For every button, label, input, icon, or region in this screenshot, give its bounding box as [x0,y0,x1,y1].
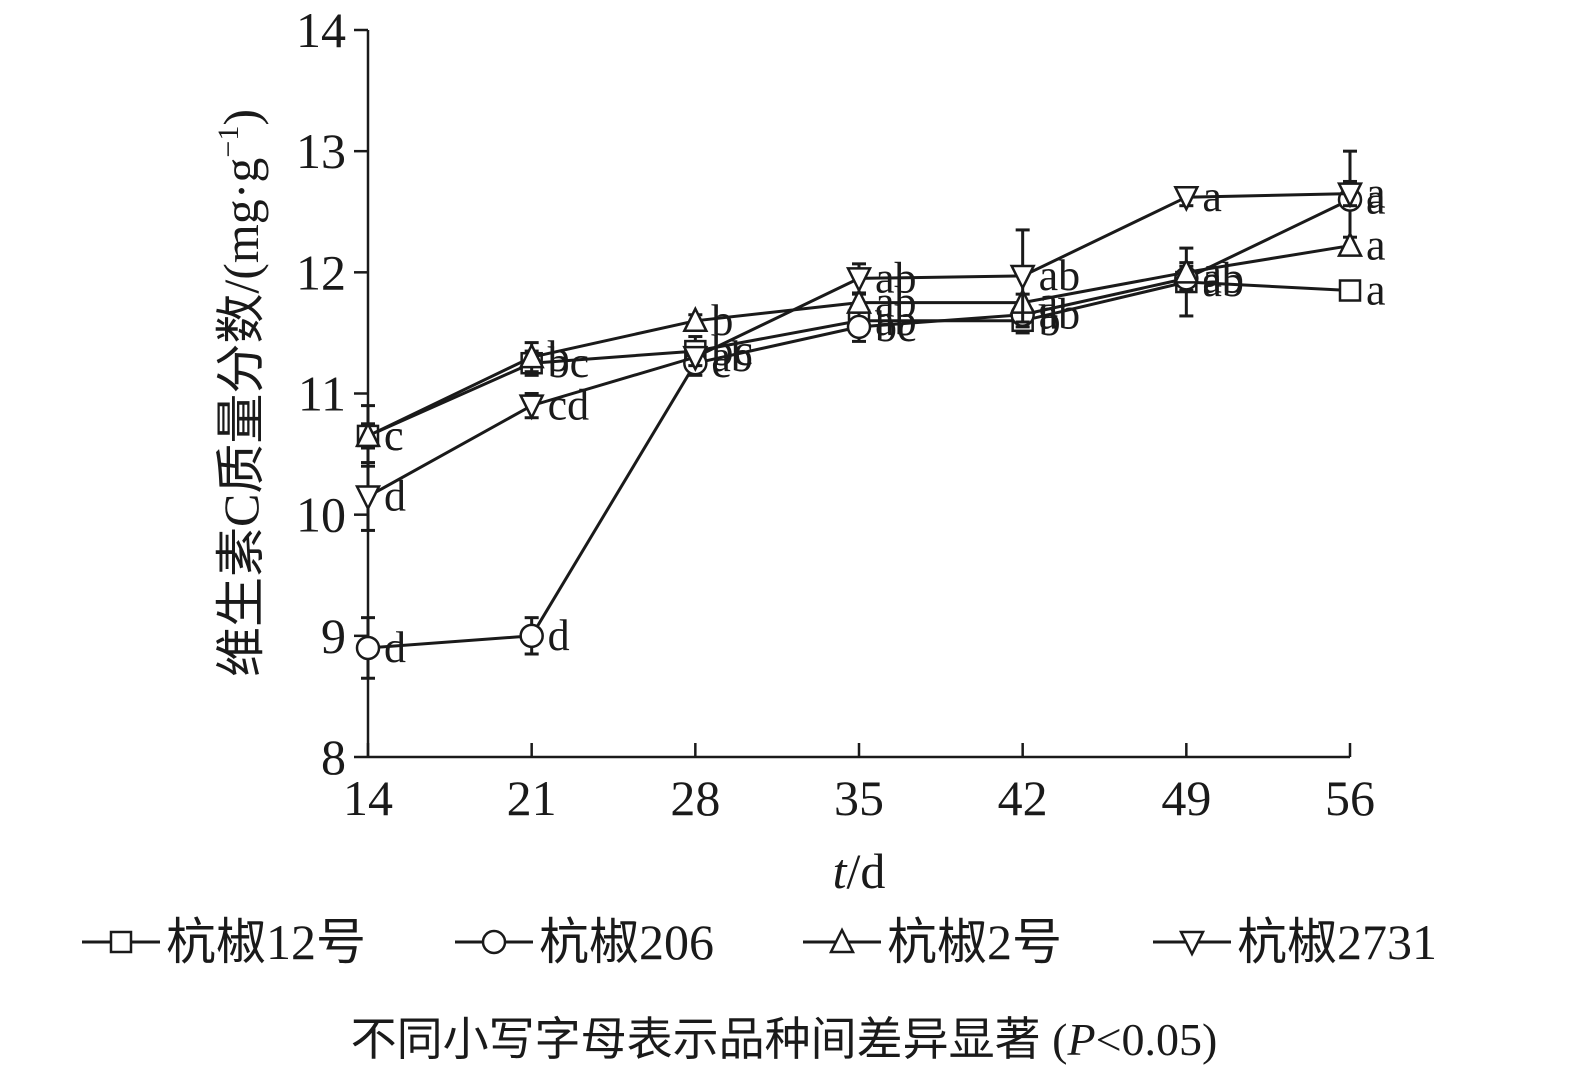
significance-letter: a [1366,221,1386,270]
x-axis-title-variable: t [833,843,848,899]
legend-item: 杭椒206 [455,914,714,970]
significance-letter: c [384,411,404,460]
circle-marker [846,314,872,340]
significance-letter: ab [711,332,753,381]
triangle-up-marker [1336,230,1364,257]
significance-letter: bc [711,326,753,375]
significance-letter: ab [1202,257,1244,306]
square-marker [1338,279,1362,302]
triangle-up-marker [354,421,382,448]
triangle-up-marker [682,306,709,333]
significance-letter: a [1366,169,1386,218]
y-ticks: 8 9 10 11 12 13 14 [296,2,368,785]
triangle-down-marker [682,345,709,372]
y-tick-label: 9 [321,608,346,664]
legend-item: 杭椒2号 [803,914,1062,970]
significance-letter: b [548,332,570,381]
triangle-down-marker [1009,264,1036,291]
legend-item: 杭椒12号 [82,914,366,970]
y-tick-label: 11 [298,366,346,422]
significance-letter: ab [875,253,917,302]
footnote: 不同小写字母表示品种间差异显著 (P<0.05) [351,1014,1218,1065]
triangle-down-marker [1178,930,1206,957]
y-tick-label: 10 [296,487,346,543]
triangle-up-marker [845,287,873,314]
significance-letter: cd [548,381,590,430]
circle-marker [355,635,381,661]
significance-letter: bc [548,338,590,387]
legend-label: 杭椒12号 [166,914,366,970]
legend: 杭椒12号 杭椒206 杭椒2号 杭椒2731 [82,914,1437,970]
series-triangle-down [354,179,1364,532]
legend-label: 杭椒206 [539,914,714,970]
x-tick-label: 42 [998,770,1048,826]
triangle-up-marker [1173,257,1200,284]
series-circle [355,149,1363,680]
significance-letter: b [1039,296,1061,345]
series-line [367,192,1351,498]
axes: 8 9 10 11 12 13 14 14 21 28 35 42 49 56 [296,2,1375,826]
footnote-text: 不同小写字母表示品种间差异显著 ( [351,1014,1068,1065]
triangle-down-marker [1336,182,1364,209]
y-tick-label: 8 [321,729,346,785]
y-axis-title-text: 维生素C质量分数/(mg·g [213,158,269,677]
significance-letter: d [384,471,406,520]
y-tick-label: 12 [296,244,346,300]
x-axis-title: t/d [833,843,886,899]
circle-marker [481,929,507,955]
x-tick-label: 28 [670,770,720,826]
triangle-down-marker [845,267,873,294]
significance-letter: a [1366,175,1386,224]
significance-letter: b [711,296,733,345]
triangle-down-marker [518,394,545,421]
significance-letter: c [384,411,404,460]
significance-letter: a [1039,278,1059,327]
x-tick-label: 56 [1325,770,1375,826]
significance-letter: ab [875,296,917,345]
triangle-down-marker [1173,185,1200,213]
legend-item: 杭椒2731 [1153,914,1437,970]
x-axis-title-unit: /d [847,843,886,899]
x-tick-label: 14 [343,770,393,826]
significance-letter: d [548,611,570,660]
legend-label: 杭椒2号 [887,914,1062,970]
series-layer [354,149,1364,680]
significance-letter: ab [875,278,917,327]
circle-marker [519,623,544,649]
significance-letter: a [1202,247,1222,296]
y-axis-title-close: ) [213,109,269,126]
x-tick-label: 35 [834,770,884,826]
significance-letter: a [1202,172,1222,221]
triangle-up-marker [828,927,856,954]
significance-letter: ab [1039,290,1081,339]
legend-label: 杭椒2731 [1237,914,1437,970]
y-tick-label: 14 [296,2,346,58]
square-marker [109,930,133,954]
significance-letter: a [1366,266,1386,315]
x-tick-label: 49 [1161,770,1211,826]
significance-letter: d [384,623,406,672]
triangle-up-marker [518,342,545,369]
significance-letter: ab [1202,253,1244,302]
y-tick-label: 13 [296,123,346,179]
y-axis-title-superscript: −1 [212,126,245,158]
x-ticks: 14 21 28 35 42 49 56 [343,743,1375,826]
footnote-p: P [1066,1014,1095,1065]
triangle-down-marker [354,485,382,512]
significance-letter: c [711,338,731,387]
footnote-tail: <0.05) [1096,1014,1218,1065]
x-tick-label: 21 [507,770,557,826]
y-axis-title: 维生素C质量分数/(mg·g−1) [212,109,269,677]
significance-letter: ab [1039,251,1081,300]
significance-letter: bc [875,302,917,351]
